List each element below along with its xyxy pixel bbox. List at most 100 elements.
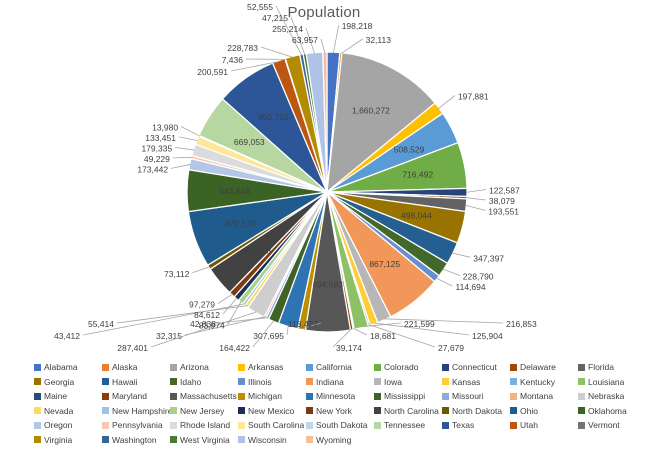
legend-item-rhode-island[interactable]: Rhode Island <box>170 420 238 430</box>
legend-label: California <box>316 362 352 372</box>
legend-label: Massachusetts <box>180 391 237 401</box>
legend-item-idaho[interactable]: Idaho <box>170 377 238 387</box>
legend-item-north-carolina[interactable]: North Carolina <box>374 406 442 416</box>
legend-item-oregon[interactable]: Oregon <box>34 420 102 430</box>
legend-marker <box>170 363 177 371</box>
pie-data-label-nevada: 55,414 <box>88 319 114 329</box>
legend-item-south-carolina[interactable]: South Carolina <box>238 420 306 430</box>
legend-item-minnesota[interactable]: Minnesota <box>306 391 374 401</box>
pie-inside-label-massachusetts: 694,583 <box>312 279 343 289</box>
pie-data-label-new-york: 97,279 <box>189 300 215 310</box>
pie-data-label-missouri: 42,838 <box>190 319 216 329</box>
legend-item-tennessee[interactable]: Tennessee <box>374 420 442 430</box>
legend-item-nebraska[interactable]: Nebraska <box>578 391 646 401</box>
legend-label: South Carolina <box>248 420 305 430</box>
pie-inside-label-indiana: 867,125 <box>369 259 400 269</box>
chart-legend: Alabama Alaska Arizona Arkansas California Co… <box>34 362 648 445</box>
legend-marker <box>578 392 585 400</box>
legend-marker <box>34 407 41 414</box>
pie-data-label-illinois: 114,694 <box>456 282 486 292</box>
pie-data-label-arkansas: 197,881 <box>458 92 489 102</box>
legend-item-arkansas[interactable]: Arkansas <box>238 362 306 372</box>
legend-marker <box>510 392 517 400</box>
legend-item-louisiana[interactable]: Louisiana <box>578 377 646 387</box>
legend-marker <box>374 378 381 385</box>
legend-item-south-dakota[interactable]: South Dakota <box>306 420 374 430</box>
legend-item-illinois[interactable]: Illinois <box>238 377 306 387</box>
legend-item-nevada[interactable]: Nevada <box>34 406 102 416</box>
legend-item-west-virginia[interactable]: West Virginia <box>170 435 238 445</box>
legend-item-pennsylvania[interactable]: Pennsylvania <box>102 420 170 430</box>
legend-item-iowa[interactable]: Iowa <box>374 377 442 387</box>
legend-item-vermont[interactable]: Vermont <box>578 420 646 430</box>
legend-item-georgia[interactable]: Georgia <box>34 377 102 387</box>
legend-item-massachusetts[interactable]: Massachusetts <box>170 391 238 401</box>
legend-item-ohio[interactable]: Ohio <box>510 406 578 416</box>
pie-data-label-mississippi: 164,422 <box>219 343 250 353</box>
legend-item-new-jersey[interactable]: New Jersey <box>170 406 238 416</box>
legend-item-delaware[interactable]: Delaware <box>510 362 578 372</box>
legend-marker <box>34 363 41 371</box>
legend-marker <box>442 407 449 414</box>
legend-item-alaska[interactable]: Alaska <box>102 362 170 372</box>
legend-item-new-hampshire[interactable]: New Hampshire <box>102 406 170 416</box>
legend-marker <box>238 436 245 443</box>
legend-item-michigan[interactable]: Michigan <box>238 391 306 401</box>
legend-item-arizona[interactable]: Arizona <box>170 362 238 372</box>
pie-data-label-washington: 52,555 <box>247 2 273 12</box>
legend-marker <box>102 392 109 400</box>
legend-item-washington[interactable]: Washington <box>102 435 170 445</box>
legend-item-california[interactable]: California <box>306 362 374 372</box>
legend-item-oklahoma[interactable]: Oklahoma <box>578 406 646 416</box>
pie-slice-arizona[interactable] <box>326 52 436 194</box>
legend-marker <box>102 407 109 414</box>
label-leader-line <box>180 126 200 137</box>
pie-data-label-north-dakota: 73,112 <box>164 269 190 279</box>
legend-item-texas[interactable]: Texas <box>442 420 510 430</box>
legend-item-wisconsin[interactable]: Wisconsin <box>238 435 306 445</box>
legend-item-mississippi[interactable]: Mississippi <box>374 391 442 401</box>
legend-item-florida[interactable]: Florida <box>578 362 646 372</box>
label-leader-line <box>465 204 486 211</box>
legend-item-missouri[interactable]: Missouri <box>442 391 510 401</box>
legend-item-hawaii[interactable]: Hawaii <box>102 377 170 387</box>
label-leader-line <box>465 197 486 201</box>
legend-label: Mississippi <box>384 391 426 401</box>
label-leader-line <box>230 61 280 72</box>
legend-marker <box>170 436 177 443</box>
legend-marker <box>34 436 41 443</box>
label-leader-line <box>218 317 268 324</box>
pie-data-label-new-hampshire: 43,412 <box>54 331 80 341</box>
legend-marker <box>374 363 381 371</box>
pie-inside-label-oklahoma: 643,648 <box>219 186 250 196</box>
pie-data-label-pennsylvania: 49,229 <box>144 154 170 164</box>
legend-item-maryland[interactable]: Maryland <box>102 391 170 401</box>
chart-title[interactable]: Population <box>0 4 651 21</box>
legend-item-new-mexico[interactable]: New Mexico <box>238 406 306 416</box>
legend-item-kansas[interactable]: Kansas <box>442 377 510 387</box>
legend-item-colorado[interactable]: Colorado <box>374 362 442 372</box>
legend-marker <box>306 436 313 443</box>
pie-data-label-vermont: 7,436 <box>222 55 244 65</box>
legend-marker <box>102 378 109 385</box>
legend-marker <box>170 407 177 414</box>
legend-item-alabama[interactable]: Alabama <box>34 362 102 372</box>
pie-data-label-iowa: 216,853 <box>506 319 537 329</box>
legend-item-connecticut[interactable]: Connecticut <box>442 362 510 372</box>
legend-item-indiana[interactable]: Indiana <box>306 377 374 387</box>
legend-item-montana[interactable]: Montana <box>510 391 578 401</box>
label-leader-line <box>436 277 453 287</box>
label-leader-line <box>175 147 195 151</box>
legend-item-utah[interactable]: Utah <box>510 420 578 430</box>
legend-item-wyoming[interactable]: Wyoming <box>306 435 374 445</box>
legend-item-north-dakota[interactable]: North Dakota <box>442 406 510 416</box>
label-leader-line <box>252 320 275 348</box>
pie-data-label-florida: 193,551 <box>488 207 519 217</box>
label-leader-line <box>451 252 471 258</box>
legend-item-new-york[interactable]: New York <box>306 406 374 416</box>
legend-item-kentucky[interactable]: Kentucky <box>510 377 578 387</box>
legend-item-virginia[interactable]: Virginia <box>34 435 102 445</box>
legend-item-maine[interactable]: Maine <box>34 391 102 401</box>
legend-marker <box>102 363 109 371</box>
pie-data-label-new-mexico: 84,612 <box>194 310 220 320</box>
